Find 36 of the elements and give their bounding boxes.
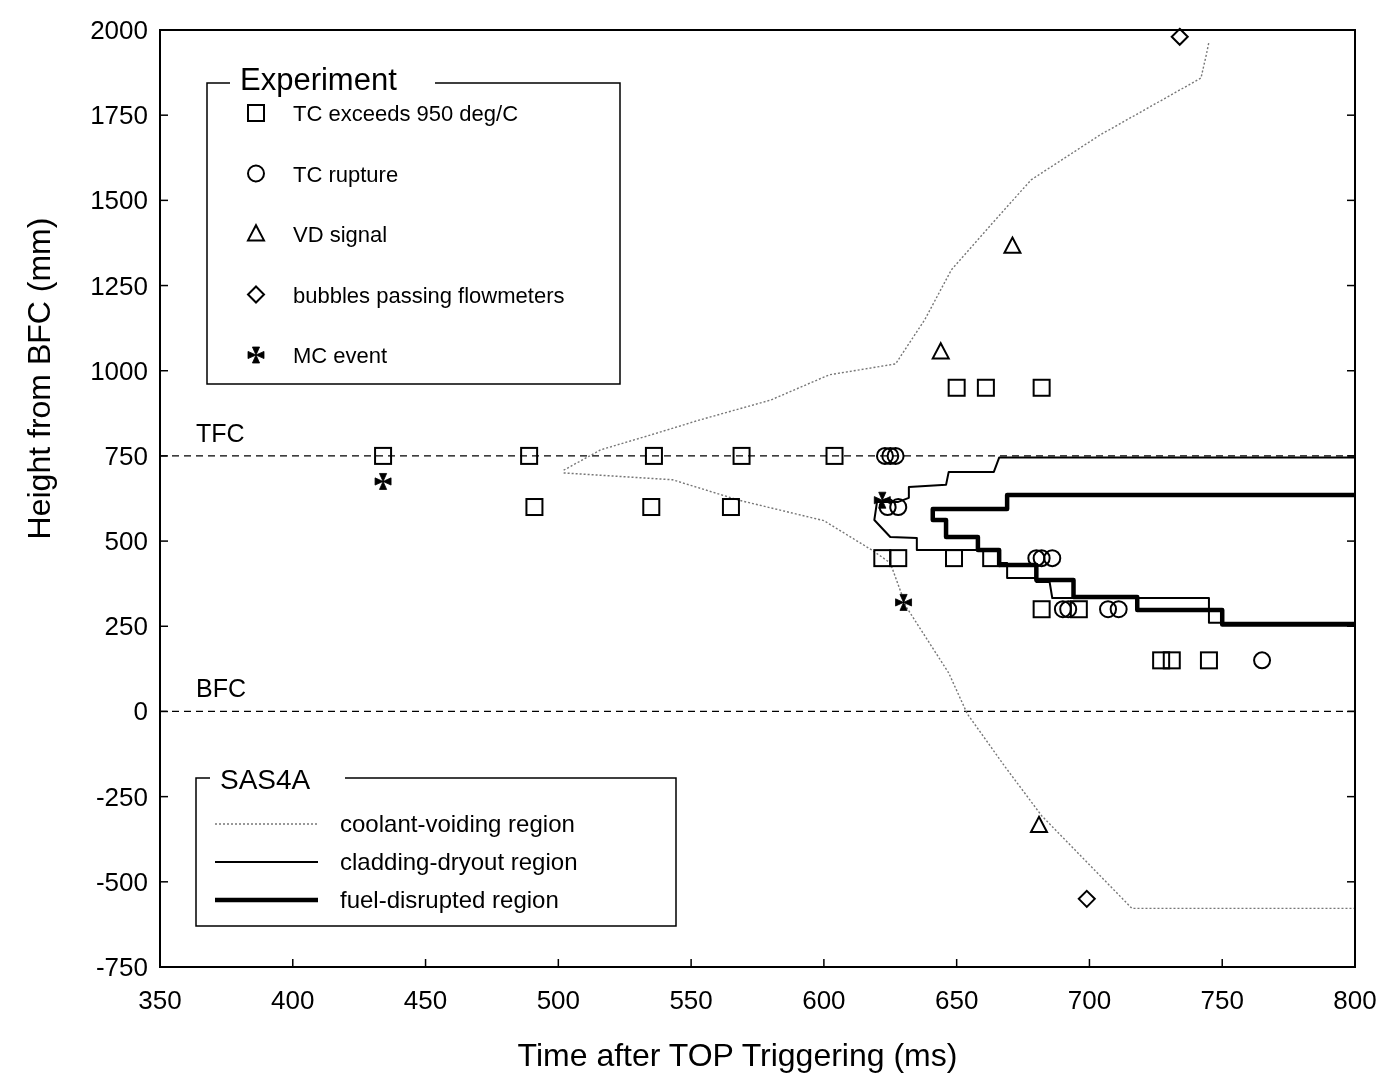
legend-label: MC event — [293, 343, 388, 368]
y-tick-label: 0 — [133, 696, 148, 727]
legend-label: TC rupture — [293, 161, 399, 187]
y-tick-label: -750 — [95, 952, 148, 982]
y-tick-label: 2000 — [90, 15, 148, 45]
x-axis-title: Time after TOP Triggering (ms) — [517, 1037, 958, 1073]
legend-label: VD signal — [293, 222, 388, 247]
ref-line-label: TFC — [196, 418, 245, 447]
x-tick-label: 550 — [669, 985, 713, 1015]
x-tick-label: 400 — [271, 985, 315, 1015]
y-tick-label: 500 — [104, 526, 148, 557]
ref-line-label: BFC — [196, 674, 246, 703]
x-tick-label: 450 — [403, 985, 448, 1015]
x-tick-label: 750 — [1200, 985, 1244, 1015]
y-axis-title: Height from BFC (mm) — [21, 217, 57, 540]
legend-label: cladding-dryout region — [340, 848, 578, 875]
legend-title: Experiment — [240, 62, 398, 97]
y-tick-label: 1250 — [90, 270, 148, 301]
x-tick-label: 600 — [802, 985, 846, 1015]
legend-label: TC exceeds 950 deg/C — [293, 101, 519, 126]
x-tick-label: 650 — [934, 985, 979, 1015]
legend-label: fuel-disrupted region — [340, 886, 559, 913]
annotation: SAS4A — [220, 764, 311, 795]
x-tick-label: 700 — [1067, 985, 1112, 1015]
y-tick-label: -500 — [95, 866, 148, 897]
y-tick-label: 1750 — [90, 100, 148, 131]
x-tick-label: 350 — [138, 985, 182, 1015]
y-tick-label: 1000 — [90, 355, 148, 386]
x-tick-label: 800 — [1333, 985, 1377, 1015]
y-tick-label: -250 — [95, 781, 148, 812]
y-tick-label: 250 — [104, 611, 148, 642]
x-tick-label: 500 — [536, 985, 581, 1015]
y-tick-label: 1500 — [90, 185, 148, 216]
y-tick-label: 750 — [104, 440, 148, 471]
legend-label: bubbles passing flowmeters — [293, 282, 565, 308]
legend-label: coolant-voiding region — [340, 810, 575, 837]
